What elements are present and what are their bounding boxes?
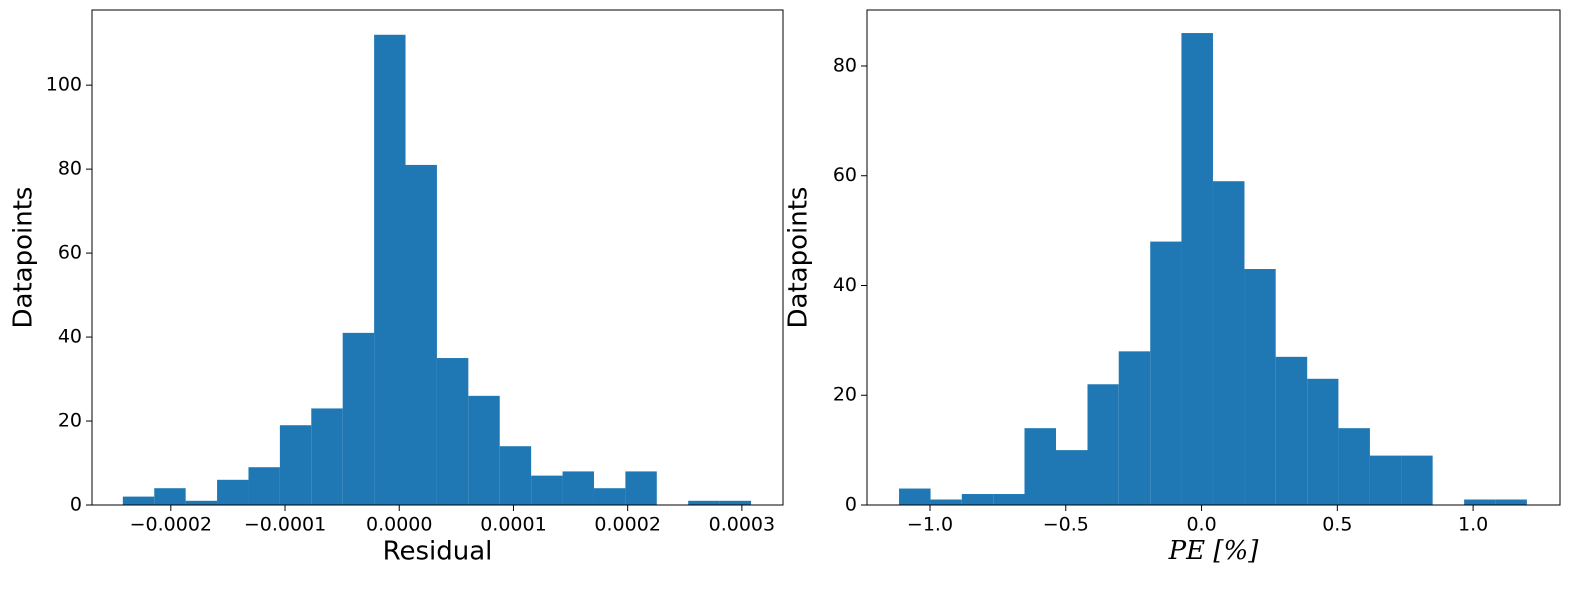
y-tick-label: 100 [46,74,82,96]
bar [185,500,218,505]
bar [405,164,437,506]
x-tick-label: −0.5 [1043,514,1089,536]
bar [1150,241,1182,505]
bar [562,471,594,505]
bar [688,500,720,505]
x-tick-label: 0.0001 [480,514,546,536]
bar [1244,269,1276,505]
bar [1275,356,1308,505]
y-tick-label: 80 [58,158,82,180]
bar [1338,428,1370,505]
bar [899,488,931,505]
x-tick-label: 0.5 [1322,514,1352,536]
bar [217,479,249,505]
bar [1464,499,1496,505]
bar [342,332,375,505]
y-tick-label: 40 [58,326,82,348]
y-tick-label: 0 [70,494,82,516]
axes-frame [866,9,1561,506]
y-tick-label: 60 [833,164,857,186]
bar [1495,499,1527,505]
bar [1056,450,1088,505]
bar [279,425,312,505]
axes-frame [91,9,784,506]
x-tick-label: −1.0 [907,514,953,536]
x-tick-label: 0.0000 [366,514,432,536]
bar [1369,455,1402,505]
y-tick-label: 80 [833,54,857,76]
bar [1307,378,1339,505]
bar [1118,351,1151,505]
bar [1181,33,1213,506]
bar [1087,384,1119,505]
bar [961,494,994,505]
bar [468,395,500,505]
bar [1212,181,1245,505]
bar [531,475,563,505]
y-axis-label: Datapoints [9,187,39,329]
bar [993,494,1025,505]
x-tick-label: −0.0001 [244,514,326,536]
bar [1024,428,1056,505]
x-tick-label: 0.0003 [709,514,775,536]
y-tick-label: 20 [833,384,857,406]
y-tick-label: 0 [845,494,857,516]
x-axis-label: PE [%] [1168,536,1260,566]
bar [154,488,186,505]
bar [593,488,626,505]
x-tick-label: 1.0 [1458,514,1488,536]
bar [1401,455,1433,505]
bar [248,467,280,505]
y-tick-label: 60 [58,242,82,264]
bar [311,408,343,505]
y-tick-label: 20 [58,410,82,432]
y-axis-label: Datapoints [784,187,814,329]
bar [625,471,657,505]
x-tick-label: 0.0002 [594,514,660,536]
x-tick-label: −0.0002 [130,514,212,536]
bar [436,358,469,505]
bar [499,446,532,505]
x-axis-label: Residual [383,537,493,567]
y-tick-label: 40 [833,274,857,296]
bar [930,499,962,505]
bar [122,496,155,505]
bar [719,500,752,505]
x-tick-label: 0.0 [1186,514,1216,536]
bar [374,34,406,505]
